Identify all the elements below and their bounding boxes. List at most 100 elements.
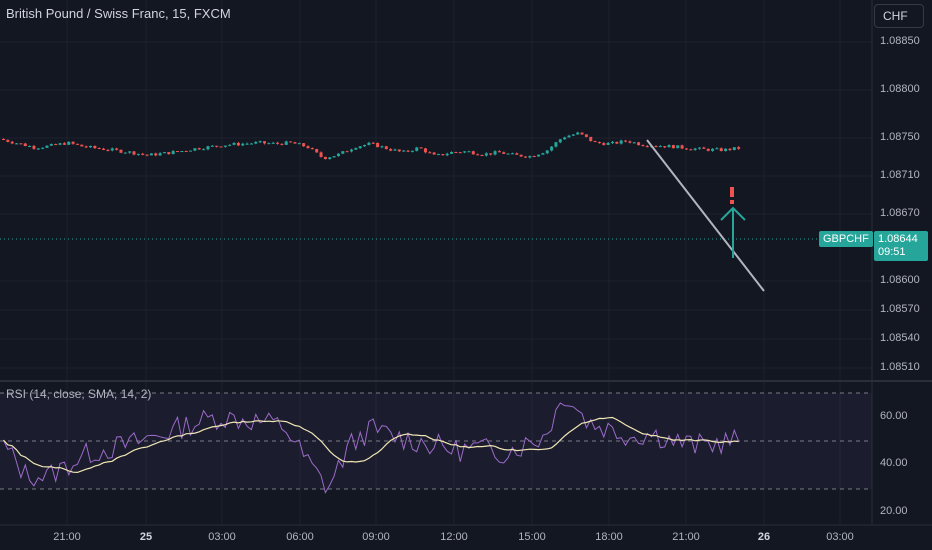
candle-body: [310, 148, 314, 150]
candle-body: [545, 150, 549, 154]
candle-body: [276, 142, 280, 144]
candle-body: [267, 143, 271, 145]
candle-body: [628, 141, 632, 143]
candle-body: [154, 153, 158, 156]
candle-body: [171, 151, 175, 155]
candle-body: [289, 141, 293, 143]
candle-body: [554, 142, 558, 147]
candle-body: [341, 151, 345, 154]
candle-body: [715, 148, 719, 150]
candle-body: [236, 142, 240, 146]
candle-body: [524, 156, 527, 158]
candle-body: [410, 150, 414, 152]
rsi-tick: 40.00: [880, 457, 908, 469]
candle-body: [463, 151, 467, 153]
rsi-tick: 20.00: [880, 505, 908, 517]
candle-body: [28, 145, 32, 147]
candle-body: [619, 140, 623, 144]
time-tick: 06:00: [286, 531, 314, 543]
candle-body: [371, 142, 375, 144]
candle-body: [602, 143, 606, 145]
price-tick: 1.08710: [880, 169, 920, 181]
candle-body: [384, 146, 388, 150]
candle-body: [584, 134, 588, 137]
candle-body: [580, 132, 584, 135]
candle-body: [354, 148, 358, 150]
candle-body: [210, 145, 214, 147]
candle-body: [145, 154, 149, 156]
time-tick: 25: [139, 531, 153, 543]
time-tick: 15:00: [518, 531, 546, 543]
candle-body: [489, 153, 493, 155]
candle-body: [506, 153, 510, 155]
candle-body: [284, 141, 288, 145]
candle-body: [97, 148, 101, 150]
candle-body: [467, 151, 471, 153]
candle-body: [254, 142, 258, 144]
candle-body: [232, 142, 236, 145]
candle-body: [106, 149, 110, 151]
symbol-badge: GBPCHF: [819, 231, 873, 247]
candle-body: [428, 152, 432, 154]
candle-body: [75, 143, 79, 145]
candle-body: [502, 152, 506, 154]
price-tick: 1.08850: [880, 35, 920, 47]
candle-body: [167, 152, 171, 155]
candle-body: [624, 140, 628, 142]
price-tick: 1.08510: [880, 361, 920, 373]
candle-body: [541, 153, 545, 155]
candle-body: [89, 145, 92, 148]
candle-body: [206, 146, 210, 150]
candle-body: [84, 146, 88, 148]
candle-body: [93, 145, 97, 149]
candle-body: [10, 141, 14, 144]
candle-body: [606, 142, 610, 145]
candle-body: [162, 152, 166, 154]
candle-body: [376, 142, 380, 148]
candle-body: [641, 145, 645, 147]
candle-body: [519, 154, 523, 157]
candle-body: [136, 153, 140, 155]
candle-body: [141, 153, 145, 155]
candle-body: [711, 148, 715, 151]
candle-body: [532, 156, 536, 158]
candle-body: [476, 154, 480, 156]
rsi-ma-line: [3, 416, 739, 474]
candle-body: [215, 145, 219, 147]
candle-body: [693, 148, 697, 150]
candle-body: [471, 151, 475, 155]
candle-body: [550, 146, 554, 151]
candle-body: [576, 132, 580, 135]
candle-body: [123, 152, 127, 154]
currency-button[interactable]: CHF: [874, 4, 924, 28]
candle-body: [41, 147, 45, 149]
candle-body: [189, 150, 193, 152]
candle-body: [158, 153, 162, 156]
candle-body: [423, 148, 427, 153]
price-tick: 1.08800: [880, 83, 920, 95]
time-tick: 12:00: [440, 531, 468, 543]
candle-body: [528, 156, 532, 158]
candle-body: [589, 136, 593, 142]
current-price-badge: 1.08644 09:51: [874, 231, 928, 261]
candle-body: [49, 144, 53, 146]
candle-body: [571, 134, 575, 136]
candle-body: [732, 147, 736, 151]
candle-body: [654, 146, 658, 148]
candle-body: [323, 156, 327, 160]
candle-body: [684, 148, 688, 150]
candle-body: [71, 141, 75, 144]
time-tick: 18:00: [595, 531, 623, 543]
candle-body: [315, 149, 319, 153]
price-tick: 1.08570: [880, 303, 920, 315]
candle-body: [223, 145, 227, 147]
rsi-indicator-label[interactable]: RSI (14, close, SMA, 14, 2): [6, 387, 152, 401]
candle-body: [6, 139, 10, 142]
price-tick: 1.08670: [880, 207, 920, 219]
candle-body: [615, 141, 619, 144]
candle-body: [724, 148, 728, 152]
candle-body: [637, 142, 641, 146]
candle-body: [358, 146, 362, 149]
candle-body: [563, 137, 567, 140]
